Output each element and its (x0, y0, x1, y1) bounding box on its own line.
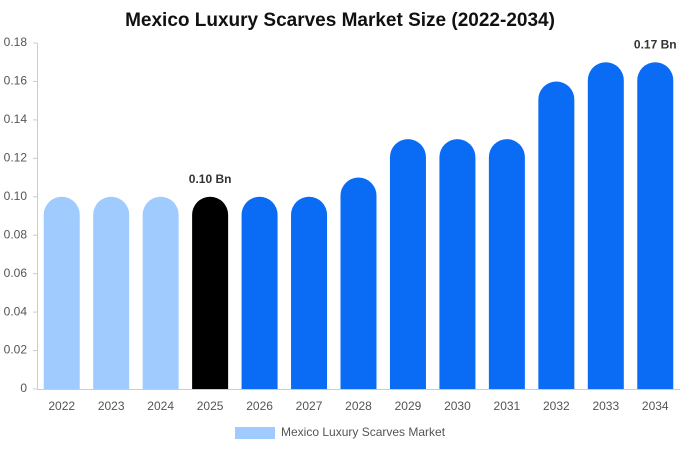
x-tick-label: 2026 (246, 399, 273, 413)
x-tick-label: 2027 (296, 399, 323, 413)
x-tick-label: 2024 (147, 399, 174, 413)
bar (142, 196, 179, 389)
y-tick-label: 0.06 (4, 266, 28, 280)
bar (389, 139, 426, 389)
x-tick-label: 2034 (642, 399, 669, 413)
y-tick-label: 0.12 (4, 151, 28, 165)
y-tick-label: 0.04 (4, 304, 28, 318)
x-tick-label: 2030 (444, 399, 471, 413)
legend-swatch (235, 427, 275, 439)
y-tick-label: 0.14 (4, 112, 28, 126)
bar (587, 62, 624, 389)
value-label: 0.10 Bn (189, 172, 232, 186)
bar (488, 139, 525, 389)
x-tick-label: 2029 (395, 399, 422, 413)
y-tick-label: 0 (20, 381, 27, 395)
y-tick-label: 0.02 (4, 343, 28, 357)
bar (192, 196, 229, 389)
bar (291, 196, 328, 389)
bar (637, 62, 674, 389)
x-tick-label: 2031 (494, 399, 521, 413)
x-tick-label: 2032 (543, 399, 570, 413)
y-tick-label: 0.10 (4, 189, 28, 203)
y-tick-label: 0.18 (4, 35, 28, 49)
x-tick-label: 2023 (98, 399, 125, 413)
legend-label: Mexico Luxury Scarves Market (281, 425, 446, 439)
chart-title: Mexico Luxury Scarves Market Size (2022-… (125, 10, 555, 31)
bar (340, 177, 377, 389)
x-tick-label: 2033 (592, 399, 619, 413)
bar (43, 196, 80, 389)
x-tick-label: 2022 (48, 399, 75, 413)
bar (241, 196, 278, 389)
bar (538, 81, 575, 389)
bar (93, 196, 130, 389)
y-tick-label: 0.08 (4, 227, 28, 241)
value-label: 0.17 Bn (634, 37, 677, 51)
bar (439, 139, 476, 389)
x-tick-label: 2025 (197, 399, 224, 413)
y-tick-label: 0.16 (4, 74, 28, 88)
x-tick-label: 2028 (345, 399, 372, 413)
